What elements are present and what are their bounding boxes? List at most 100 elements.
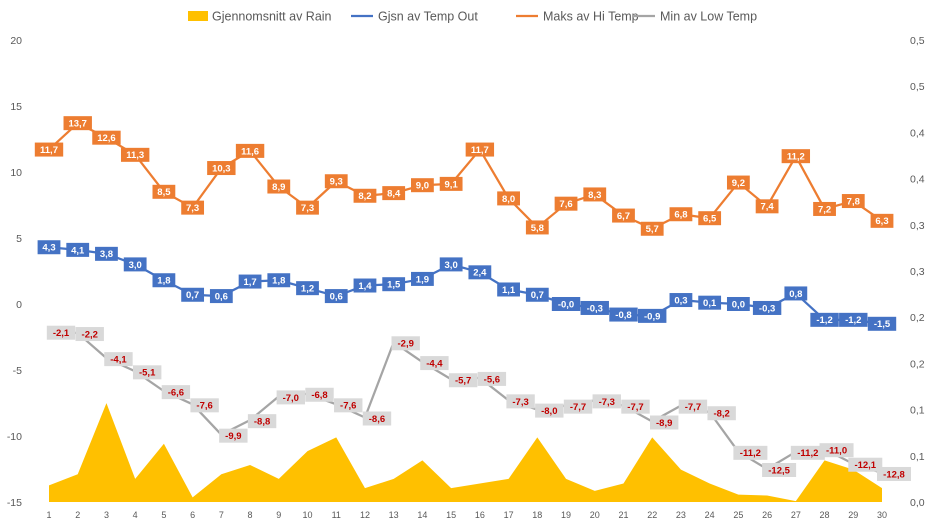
data-label: -2,1 — [46, 325, 76, 340]
data-label-box — [181, 287, 205, 302]
data-label-text: -0,0 — [558, 299, 574, 310]
y-right-tick-label: 0,4 — [910, 127, 925, 139]
data-label-text: -11,2 — [797, 448, 818, 459]
data-label-text: -5,1 — [139, 368, 156, 379]
data-label-text: 3,0 — [445, 260, 458, 271]
data-label-box — [353, 188, 377, 203]
data-label: 8,4 — [382, 186, 406, 201]
data-label-box — [841, 194, 865, 209]
data-label: -8,6 — [362, 411, 392, 426]
data-label: 11,2 — [781, 149, 811, 164]
data-label: 7,3 — [181, 200, 205, 215]
data-label-text: -12,5 — [768, 465, 790, 476]
data-label-box — [813, 201, 836, 216]
data-label-box — [439, 176, 463, 191]
x-tick-label: 25 — [733, 510, 743, 520]
y-right-tick-label: 0,2 — [910, 358, 925, 370]
data-label-box — [497, 191, 520, 206]
data-label-box — [477, 371, 507, 386]
data-label-box — [219, 428, 248, 443]
data-label-box — [678, 399, 708, 414]
data-label-box — [497, 282, 520, 297]
data-label-text: 0,0 — [732, 299, 745, 310]
data-label: 13,7 — [63, 116, 92, 131]
data-label-text: 11,7 — [40, 145, 58, 156]
data-label: -9,9 — [219, 428, 248, 443]
data-label-box — [650, 415, 679, 430]
data-label-text: 12,6 — [97, 133, 116, 144]
data-label: 9,3 — [324, 174, 348, 189]
data-label-text: -11,2 — [740, 448, 761, 459]
legend-item: Gjennomsnitt av Rain — [188, 10, 332, 24]
data-label: -0,0 — [551, 297, 581, 311]
x-tick-label: 17 — [504, 510, 514, 520]
data-label-text: 1,4 — [358, 281, 372, 292]
data-label: 6,3 — [870, 213, 894, 228]
x-tick-label: 23 — [676, 510, 686, 520]
y-left-tick-label: -15 — [7, 497, 22, 509]
data-label-text: 9,0 — [416, 181, 429, 192]
x-tick-label: 3 — [104, 510, 109, 520]
y-axis-right: 0,5 0,5 0,4 0,4 0,3 0,3 0,2 0,2 0,1 0,1 0,0 — [910, 35, 925, 509]
data-label: 0,7 — [181, 287, 205, 302]
data-label-box — [34, 142, 64, 157]
data-label: 0,3 — [669, 293, 693, 308]
data-label-box — [411, 178, 434, 193]
x-tick-label: 19 — [561, 510, 571, 520]
data-label: 9,0 — [411, 178, 434, 193]
y-left-tick-label: -5 — [13, 365, 22, 377]
data-label-text: 5,7 — [646, 224, 659, 235]
data-label-box — [554, 196, 578, 211]
data-label: 3,8 — [95, 246, 118, 261]
data-label: -11,2 — [733, 445, 768, 460]
data-label-box — [726, 297, 750, 311]
data-label-box — [267, 179, 291, 194]
data-label-text: -6,6 — [168, 388, 184, 399]
data-label: -12,8 — [877, 466, 911, 481]
data-label-box — [353, 278, 377, 293]
data-label-box — [95, 246, 118, 261]
data-label-text: -8,0 — [541, 406, 557, 417]
x-tick-label: 10 — [303, 510, 313, 520]
y-left-tick-label: 10 — [10, 167, 22, 179]
data-label-box — [75, 327, 104, 342]
data-label: 8,5 — [152, 184, 176, 199]
data-label-box — [209, 289, 233, 304]
data-label: -7,7 — [678, 399, 708, 414]
y-right-tick-label: 0,1 — [910, 451, 925, 463]
data-label-text: 0,7 — [531, 290, 544, 301]
data-label: -0,9 — [638, 308, 667, 323]
data-label: -6,6 — [161, 385, 191, 400]
y-right-tick-label: 0,3 — [910, 220, 925, 232]
y-left-tick-label: 0 — [16, 299, 22, 311]
data-label-text: 3,8 — [100, 249, 113, 260]
data-label: -5,1 — [132, 365, 162, 380]
data-label-box — [362, 411, 392, 426]
data-label: 8,3 — [583, 187, 607, 202]
data-label-text: 1,8 — [272, 276, 285, 287]
data-label: 11,6 — [235, 143, 265, 158]
x-tick-label: 1 — [46, 510, 51, 520]
data-label-box — [563, 399, 593, 414]
data-label: 0,7 — [525, 287, 549, 302]
x-tick-label: 22 — [647, 510, 657, 520]
data-label-box — [276, 390, 305, 405]
data-label: 1,4 — [353, 278, 377, 293]
data-label-box — [839, 312, 868, 327]
data-label-text: -4,1 — [110, 355, 127, 366]
data-label-box — [123, 257, 147, 272]
data-label-text: 6,7 — [617, 211, 630, 222]
data-label-box — [190, 398, 219, 413]
data-label: 1,2 — [296, 281, 319, 296]
data-label-box — [733, 445, 768, 460]
data-label-text: -0,8 — [615, 310, 631, 321]
data-label-text: -0,3 — [587, 303, 603, 314]
data-label-box — [235, 143, 265, 158]
data-label: 3,0 — [439, 257, 463, 272]
data-label-box — [296, 200, 319, 215]
data-label: -7,0 — [276, 390, 305, 405]
rain-area — [49, 403, 882, 502]
data-label-box — [181, 200, 205, 215]
data-label-box — [506, 394, 535, 409]
